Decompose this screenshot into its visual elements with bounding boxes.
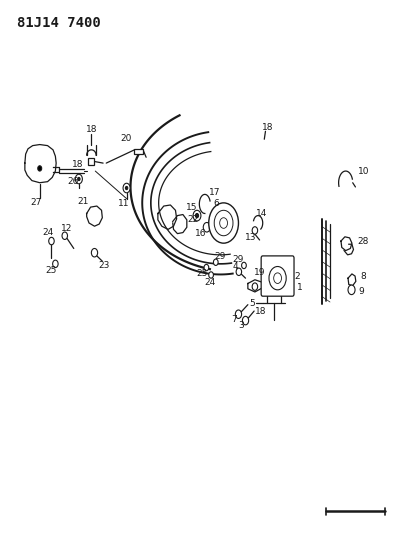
Circle shape: [252, 227, 258, 234]
Text: 9: 9: [359, 287, 364, 296]
Circle shape: [274, 273, 281, 284]
Text: 1: 1: [297, 283, 302, 292]
Text: 18: 18: [255, 306, 266, 316]
Circle shape: [193, 211, 201, 221]
FancyBboxPatch shape: [261, 256, 294, 296]
Circle shape: [235, 310, 242, 318]
Text: 14: 14: [256, 209, 268, 218]
Text: 6: 6: [213, 199, 219, 208]
Text: 18: 18: [85, 125, 97, 134]
Text: 81J14 7400: 81J14 7400: [17, 16, 101, 30]
Text: 25: 25: [197, 269, 208, 278]
Circle shape: [53, 260, 58, 268]
Circle shape: [214, 259, 218, 265]
Text: 18: 18: [72, 160, 84, 168]
Text: 2: 2: [294, 271, 300, 280]
Bar: [134, 149, 143, 154]
Circle shape: [91, 248, 98, 257]
Text: 25: 25: [46, 266, 57, 275]
Text: 15: 15: [186, 203, 197, 212]
Circle shape: [269, 266, 286, 290]
Text: 7: 7: [231, 315, 237, 324]
Text: 28: 28: [358, 237, 369, 246]
Circle shape: [209, 203, 238, 243]
Circle shape: [123, 183, 130, 193]
Text: 27: 27: [30, 198, 41, 207]
Circle shape: [348, 285, 355, 295]
Circle shape: [195, 214, 199, 217]
Text: 29: 29: [215, 253, 226, 262]
Text: 8: 8: [360, 271, 366, 280]
Circle shape: [78, 177, 80, 181]
Circle shape: [236, 268, 242, 276]
Text: 13: 13: [244, 233, 256, 243]
Circle shape: [209, 272, 214, 278]
Text: 16: 16: [195, 229, 207, 238]
Text: 11: 11: [118, 199, 130, 208]
Text: 26: 26: [67, 177, 79, 186]
Circle shape: [62, 232, 67, 239]
Circle shape: [203, 222, 210, 232]
Text: 12: 12: [61, 224, 73, 233]
Circle shape: [125, 187, 128, 190]
Circle shape: [75, 174, 82, 184]
Bar: [88, 158, 95, 165]
Text: 23: 23: [98, 261, 110, 270]
Circle shape: [38, 166, 42, 171]
Text: 20: 20: [120, 134, 132, 143]
Circle shape: [242, 262, 246, 269]
Text: 18: 18: [262, 123, 273, 132]
Text: 29: 29: [232, 255, 243, 264]
Text: 17: 17: [209, 188, 220, 197]
Text: 3: 3: [238, 321, 244, 330]
Circle shape: [49, 237, 54, 245]
Text: 5: 5: [249, 299, 255, 308]
Text: 21: 21: [78, 197, 89, 206]
Text: 24: 24: [42, 228, 53, 237]
Text: 22: 22: [188, 215, 199, 224]
Text: 4: 4: [232, 262, 238, 271]
Circle shape: [220, 217, 227, 228]
Text: 24: 24: [204, 278, 216, 287]
Text: 19: 19: [254, 268, 265, 277]
Text: 10: 10: [357, 166, 369, 175]
Circle shape: [204, 264, 209, 271]
Circle shape: [214, 211, 233, 236]
Circle shape: [252, 283, 258, 290]
Circle shape: [242, 317, 249, 325]
